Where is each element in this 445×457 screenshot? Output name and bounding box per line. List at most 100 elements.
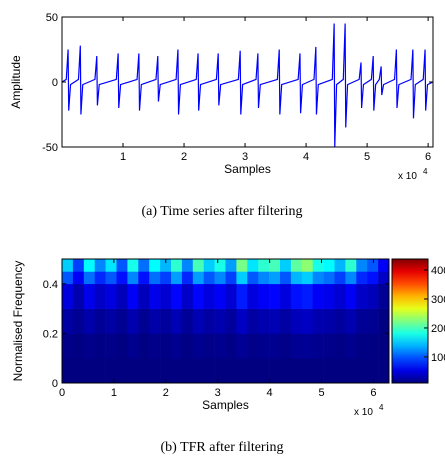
heat-cell (236, 271, 248, 285)
heat-cell (94, 259, 106, 272)
x-tick-label: 2 (163, 387, 169, 399)
heat-cell (83, 259, 95, 272)
heat-cell (236, 358, 248, 384)
heat-cell (378, 259, 390, 272)
x-tick-label: 5 (364, 151, 370, 163)
y-tick-label: 0 (52, 77, 58, 89)
heat-cell (378, 271, 390, 285)
heat-cell (138, 308, 150, 334)
heat-cell (334, 333, 346, 359)
heat-cell (181, 308, 194, 334)
heat-cell (258, 271, 270, 285)
heat-cell (72, 358, 85, 384)
x-tick-label: 6 (425, 151, 431, 163)
caption-b: (b) TFR after filtering (161, 440, 284, 455)
heat-cell (62, 358, 74, 384)
heat-cell (83, 308, 95, 334)
heat-cell (83, 271, 95, 285)
heat-cell (62, 259, 74, 272)
heat-cell (149, 259, 161, 272)
heat-cell (378, 308, 390, 334)
x-offset-base: x 10 (398, 171, 417, 182)
heat-cell (247, 283, 259, 309)
heat-cell (149, 358, 161, 384)
heat-cell (312, 358, 324, 384)
heat-cell (192, 283, 204, 309)
heat-cell (290, 259, 303, 272)
heat-cell (301, 333, 313, 359)
heat-cell (116, 333, 128, 359)
heat-cell (116, 283, 128, 309)
heat-cell (203, 358, 215, 384)
heat-cell (312, 271, 324, 285)
heat-cell (160, 283, 172, 309)
x-offset-exponent: 4 (423, 167, 428, 176)
heat-cell (171, 271, 183, 285)
heat-cell (280, 308, 292, 334)
y-axis-label: Normalised Frequency (11, 261, 25, 382)
heat-cell (105, 333, 117, 359)
heat-cell (83, 358, 95, 384)
heat-cell (105, 308, 117, 334)
heat-cell (269, 259, 281, 272)
heat-cell (72, 333, 85, 359)
x-tick-label: 3 (242, 151, 248, 163)
heat-cell (127, 333, 139, 359)
heat-cell (203, 259, 215, 272)
heat-cell (236, 283, 248, 309)
heat-cell (323, 271, 335, 285)
x-tick-label: 6 (370, 387, 376, 399)
heat-cell (62, 333, 74, 359)
x-tick-label: 4 (303, 151, 309, 163)
heat-cell (171, 333, 183, 359)
caption-a: (a) Time series after filtering (142, 204, 303, 219)
heat-cell (192, 271, 204, 285)
heat-cell (192, 333, 204, 359)
heat-cell (334, 358, 346, 384)
heat-cell (236, 333, 248, 359)
heat-cell (160, 333, 172, 359)
axes-box (61, 258, 390, 384)
heat-cell (290, 358, 303, 384)
heat-cell (171, 259, 183, 272)
heat-cell (181, 358, 194, 384)
heat-cell (258, 333, 270, 359)
heat-cell (280, 283, 292, 309)
heat-cell (138, 283, 150, 309)
heat-cell (94, 333, 106, 359)
heat-cell (160, 308, 172, 334)
heat-cell (301, 308, 313, 334)
heat-cell (345, 333, 357, 359)
heat-cell (214, 308, 226, 334)
heat-cell (269, 271, 281, 285)
heat-cell (225, 259, 237, 272)
heat-cell (138, 333, 150, 359)
x-axis-label: Samples (224, 162, 271, 176)
heat-cell (280, 259, 292, 272)
heat-cell (127, 283, 139, 309)
heat-cell (62, 283, 74, 309)
heat-cell (225, 308, 237, 334)
heat-cell (280, 358, 292, 384)
heat-cell (312, 308, 324, 334)
heat-cell (203, 283, 215, 309)
heat-cell (323, 283, 335, 309)
x-tick-label: 4 (267, 387, 273, 399)
heat-cell (160, 271, 172, 285)
heat-cell (72, 259, 85, 272)
heat-cell (312, 283, 324, 309)
heat-cell (345, 308, 357, 334)
heat-cell (83, 283, 95, 309)
heat-cell (72, 308, 85, 334)
heat-cell (138, 259, 150, 272)
x-tick-label: 1 (111, 387, 117, 399)
heat-cell (236, 308, 248, 334)
heat-cell (356, 271, 368, 285)
heat-cell (290, 333, 303, 359)
heat-cell (269, 283, 281, 309)
heat-cell (356, 283, 368, 309)
heat-cell (127, 271, 139, 285)
heat-cell (301, 283, 313, 309)
heat-cell (334, 308, 346, 334)
